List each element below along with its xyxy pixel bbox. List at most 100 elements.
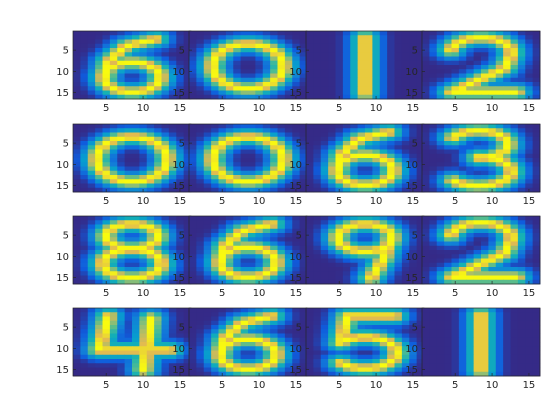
pixel-cell <box>313 350 322 356</box>
pixel-cell <box>458 48 467 53</box>
pixel-cell <box>225 65 234 70</box>
pixel-cell <box>124 267 133 272</box>
pixel-cell <box>510 69 519 74</box>
pixel-cell <box>183 52 192 57</box>
pixel-cell <box>189 132 197 138</box>
pixel-cell <box>124 245 133 251</box>
pixel-cell <box>292 145 301 150</box>
pixel-cell <box>525 275 534 281</box>
pixel-cell <box>503 136 511 142</box>
pixel-cell <box>248 136 256 142</box>
pixel-cell <box>299 82 308 87</box>
pixel-cell <box>394 275 403 281</box>
pixel-cell <box>451 224 460 230</box>
pixel-cell <box>218 329 227 334</box>
pixel-cell <box>379 149 388 155</box>
pixel-cell <box>255 254 264 259</box>
pixel-cell <box>350 132 359 138</box>
pixel-cell <box>109 254 118 259</box>
pixel-cell <box>284 329 293 334</box>
pixel-cell <box>532 145 541 150</box>
pixel-cell <box>503 275 511 281</box>
pixel-cell <box>517 245 526 251</box>
pixel-cell <box>387 39 395 45</box>
pixel-cell <box>429 77 438 83</box>
pixel-cell <box>189 237 197 242</box>
pixel-cell <box>466 320 475 326</box>
pixel-cell <box>495 275 504 281</box>
pixel-cell <box>218 56 227 62</box>
pixel-cell <box>146 94 155 100</box>
pixel-cell <box>262 271 271 276</box>
pixel-cell <box>233 258 242 264</box>
pixel-cell <box>154 325 162 330</box>
pixel-cell <box>416 262 425 268</box>
pixel-cell <box>481 132 489 138</box>
pixel-cell <box>139 320 148 326</box>
pixel-cell <box>102 82 111 87</box>
pixel-cell <box>510 308 519 313</box>
pixel-cell <box>80 183 89 189</box>
pixel-cell <box>109 312 118 317</box>
pixel-cell <box>387 275 395 281</box>
pixel-cell <box>328 145 336 150</box>
pixel-cell <box>87 175 96 180</box>
pixel-cell <box>532 179 541 184</box>
pixel-cell <box>416 224 425 230</box>
y-tick-label: 10 <box>172 160 185 171</box>
pixel-cell <box>176 337 185 343</box>
pixel-cell <box>196 35 205 40</box>
pixel-cell <box>422 132 430 138</box>
pixel-cell <box>183 367 192 373</box>
pixel-cell <box>124 216 133 221</box>
pixel-cell <box>292 86 301 91</box>
pixel-cell <box>350 90 359 96</box>
pixel-cell <box>525 69 534 74</box>
pixel-cell <box>154 220 162 225</box>
pixel-cell <box>306 262 314 268</box>
pixel-cell <box>481 43 489 49</box>
pixel-cell <box>394 39 403 45</box>
pixel-cell <box>255 153 264 159</box>
pixel-cell <box>240 48 249 53</box>
pixel-cell <box>196 56 205 62</box>
pixel-cell <box>328 162 336 167</box>
pixel-cell <box>80 65 89 70</box>
y-tick-label: 15 <box>172 181 185 192</box>
pixel-cell <box>292 250 301 255</box>
pixel-cell <box>117 77 126 83</box>
pixel-cell <box>466 267 475 272</box>
pixel-cell <box>365 82 373 87</box>
pixel-cell <box>211 329 219 334</box>
pixel-cell <box>139 267 148 272</box>
pixel-cell <box>342 56 351 62</box>
pixel-cell <box>320 350 329 356</box>
pixel-cell <box>139 149 148 155</box>
pixel-cell <box>357 224 366 230</box>
pixel-cell <box>342 279 351 285</box>
pixel-cell <box>365 350 373 356</box>
pixel-cell <box>458 262 467 268</box>
pixel-cell <box>357 179 366 184</box>
pixel-cell <box>176 124 185 129</box>
pixel-cell <box>444 170 452 176</box>
pixel-cell <box>262 158 271 163</box>
pixel-cell <box>517 124 526 129</box>
pixel-cell <box>277 237 286 242</box>
pixel-cell <box>422 325 430 330</box>
pixel-cell <box>168 136 177 142</box>
pixel-cell <box>277 141 286 146</box>
pixel-cell <box>394 124 403 129</box>
pixel-cell <box>124 346 133 351</box>
pixel-cell <box>255 73 264 79</box>
pixel-cell <box>248 166 256 172</box>
pixel-cell <box>183 224 192 230</box>
pixel-cell <box>132 367 140 373</box>
pixel-cell <box>176 56 185 62</box>
pixel-cell <box>444 275 452 281</box>
pixel-cell <box>132 175 140 180</box>
pixel-cell <box>444 262 452 268</box>
pixel-cell <box>320 316 329 322</box>
pixel-cell <box>248 275 256 281</box>
